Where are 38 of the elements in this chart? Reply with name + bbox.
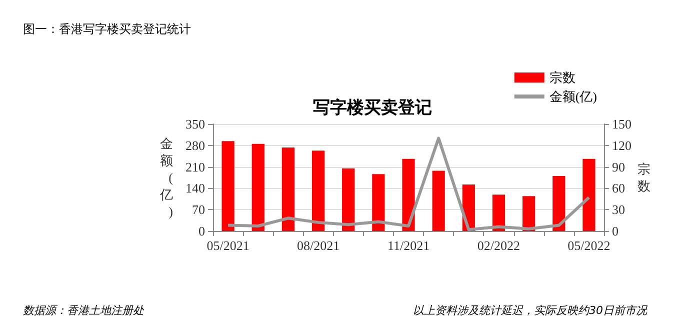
x-tick-label: 08/2021 — [296, 238, 340, 253]
bar — [582, 158, 596, 231]
bar — [522, 196, 536, 231]
bar — [402, 158, 415, 231]
y-tick-label: 210 — [186, 159, 205, 174]
text: 数据源：香港土地注册处 — [23, 304, 145, 317]
bar — [282, 148, 295, 231]
x-tick-label: 05/2021 — [206, 238, 250, 253]
legend-label: 宗数 — [549, 70, 576, 85]
y2-tick-label: 90 — [612, 159, 625, 174]
y2-tick-label: 0 — [612, 224, 618, 238]
y2-tick-label: 120 — [612, 138, 632, 153]
y-tick-label: 350 — [186, 116, 205, 132]
y2-tick-label: 150 — [612, 116, 632, 132]
bar — [222, 141, 234, 231]
y-tick-label: 140 — [186, 180, 205, 196]
text: 以上资料涉及统计延迟，实际反映约30日前市况 — [413, 304, 648, 317]
x-tick-label: 02/2022 — [477, 238, 520, 253]
bar — [312, 150, 325, 231]
chart-subtitle: 写字楼买卖登记 — [313, 98, 432, 117]
y-tick-label: 280 — [186, 138, 205, 153]
y-tick-label: 0 — [198, 224, 205, 238]
x-tick-label: 05/2022 — [568, 238, 610, 253]
y2-tick-label: 60 — [612, 180, 625, 196]
legend-label: 金额(亿) — [549, 89, 598, 104]
y-tick-label: 70 — [192, 202, 205, 218]
bar — [432, 170, 445, 231]
y-axis-title: 金额(亿) — [159, 136, 173, 219]
bar — [252, 144, 264, 231]
bar — [492, 194, 506, 231]
bar — [552, 176, 566, 231]
text: 图一：香港写字楼买卖登记统计 — [23, 22, 191, 36]
y2-tick-label: 30 — [612, 202, 625, 218]
y2-axis-title: 宗数 — [637, 162, 650, 194]
x-tick-label: 11/2021 — [387, 238, 430, 253]
bar — [372, 174, 385, 231]
line-series — [226, 136, 590, 232]
bar — [342, 168, 355, 231]
